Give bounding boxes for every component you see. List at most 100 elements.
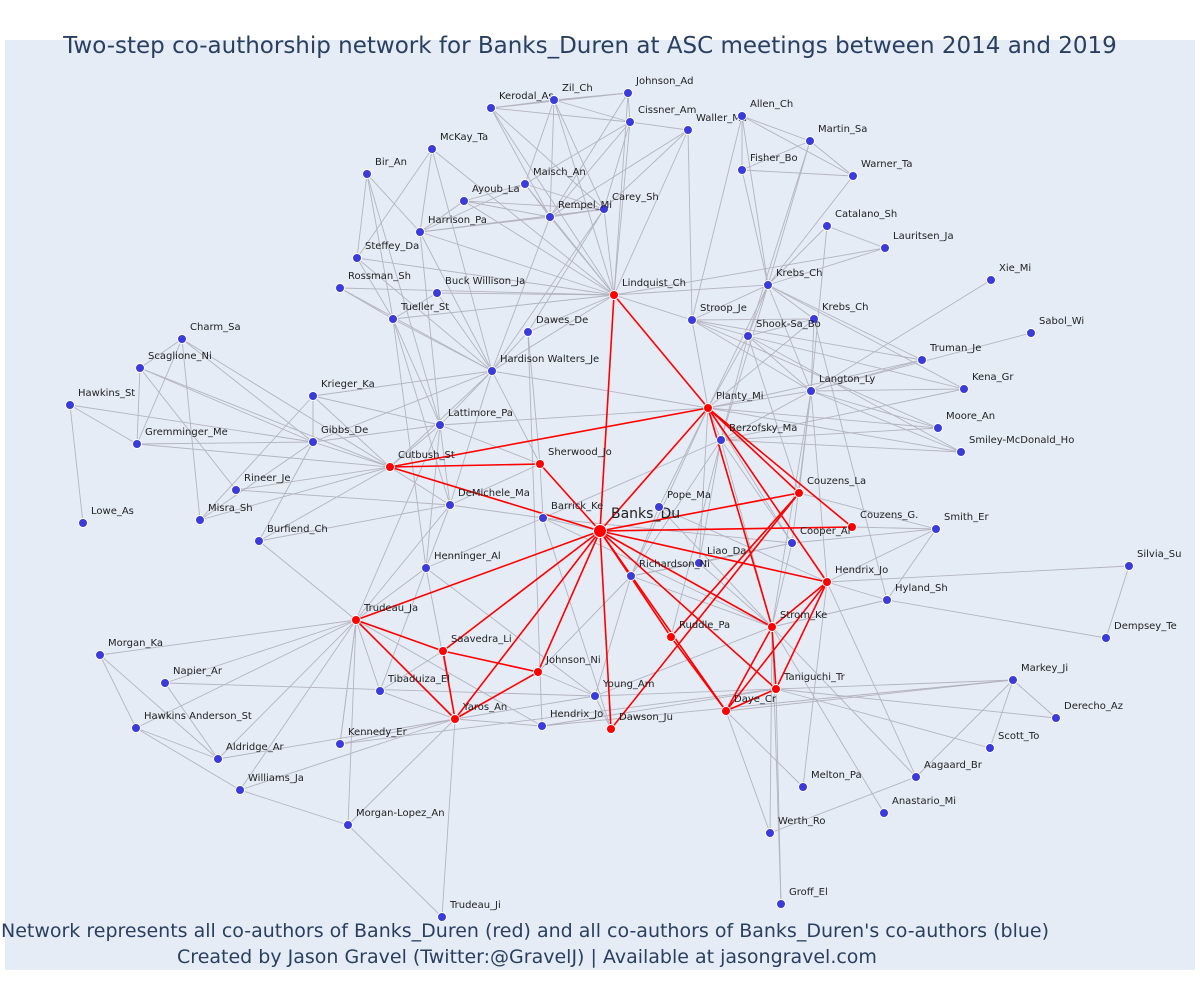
node[interactable]: Burfiend_Ch	[254, 524, 328, 546]
node[interactable]: Saavedra_Li	[438, 634, 512, 656]
node[interactable]: Couzens_La	[794, 476, 867, 498]
node-marker[interactable]	[1101, 633, 1111, 643]
node[interactable]: Kerodal_As	[486, 91, 554, 113]
node[interactable]: Lindquist_Ch	[609, 278, 686, 300]
node[interactable]: Groff_El	[776, 887, 828, 909]
node[interactable]: Cissner_Am	[625, 105, 697, 127]
node-marker[interactable]	[523, 327, 533, 337]
node[interactable]: Liao_Da	[694, 546, 747, 568]
node-marker[interactable]	[231, 485, 241, 495]
node[interactable]: Planty_Mi	[703, 391, 764, 413]
node-marker[interactable]	[931, 524, 941, 534]
node[interactable]: Hawkins_St	[65, 388, 136, 410]
node[interactable]: Tueller_St	[388, 302, 450, 324]
node-marker[interactable]	[435, 420, 445, 430]
node-marker[interactable]	[805, 136, 815, 146]
node-marker[interactable]	[535, 459, 545, 469]
node-marker[interactable]	[538, 513, 548, 523]
node[interactable]: Young_Am	[590, 679, 655, 701]
node[interactable]: Taniguchi_Tr	[771, 672, 846, 694]
node-marker[interactable]	[654, 502, 664, 512]
node[interactable]: Scaglione_Ni	[135, 351, 212, 373]
node-marker[interactable]	[1026, 328, 1036, 338]
node[interactable]: Anastario_Mi	[879, 796, 956, 818]
node[interactable]: Couzens_G.	[847, 510, 919, 532]
node-marker[interactable]	[135, 363, 145, 373]
node[interactable]: Johnson_Ad	[623, 76, 694, 98]
node-marker[interactable]	[848, 171, 858, 181]
node-marker[interactable]	[879, 808, 889, 818]
node[interactable]: Warner_Ta	[848, 159, 913, 181]
node[interactable]: Lowe_As	[78, 506, 134, 528]
node-marker[interactable]	[432, 288, 442, 298]
node-marker[interactable]	[459, 196, 469, 206]
node-marker[interactable]	[131, 723, 141, 733]
node[interactable]: Fisher_Bo	[737, 153, 798, 175]
node-marker[interactable]	[626, 571, 636, 581]
node[interactable]: McKay_Ta	[427, 132, 489, 154]
node-marker[interactable]	[520, 179, 530, 189]
node[interactable]: Krebs_Ch	[763, 268, 823, 290]
node[interactable]: Rempel_Mi	[545, 200, 613, 222]
node[interactable]: Hardison Walters_Je	[487, 354, 600, 376]
node[interactable]: Catalano_Sh	[822, 209, 898, 231]
node[interactable]: Allen_Ch	[737, 99, 794, 121]
node[interactable]: Dempsey_Te	[1101, 621, 1177, 643]
node-marker[interactable]	[847, 522, 857, 532]
node[interactable]: Barrick_Ke	[538, 501, 604, 523]
node-marker[interactable]	[721, 706, 731, 716]
node-marker[interactable]	[590, 691, 600, 701]
node[interactable]: Rineer_Je	[231, 473, 291, 495]
node-marker[interactable]	[809, 314, 819, 324]
node-marker[interactable]	[1008, 675, 1018, 685]
node-marker[interactable]	[335, 739, 345, 749]
node[interactable]: Misra_Sh	[195, 503, 253, 525]
node[interactable]: Buck Willison_Ja	[432, 276, 526, 298]
node[interactable]: DeMichele_Ma	[445, 488, 530, 510]
node-marker[interactable]	[450, 714, 460, 724]
node[interactable]: Silvia_Su	[1124, 549, 1182, 571]
node-marker[interactable]	[716, 435, 726, 445]
node[interactable]: Dawson_Ju	[606, 712, 673, 734]
node-marker[interactable]	[254, 536, 264, 546]
node[interactable]: Truman_Je	[917, 343, 982, 365]
node[interactable]: Charm_Sa	[177, 322, 241, 344]
node-marker[interactable]	[308, 437, 318, 447]
node[interactable]: Napier_Ar	[160, 666, 223, 688]
node-marker[interactable]	[132, 439, 142, 449]
node[interactable]: Hawkins Anderson_St	[131, 711, 252, 733]
node[interactable]: Tibaduiza_El	[375, 674, 451, 696]
node[interactable]: Trudeau_Ji	[437, 900, 501, 922]
node-marker[interactable]	[986, 275, 996, 285]
node[interactable]: Lauritsen_Ja	[880, 231, 954, 253]
node[interactable]: Langton_Ly	[806, 374, 876, 396]
node-marker[interactable]	[609, 290, 619, 300]
node[interactable]: Xie_Mi	[986, 263, 1032, 285]
node-marker[interactable]	[1051, 713, 1061, 723]
node-marker[interactable]	[606, 724, 616, 734]
node-marker[interactable]	[737, 165, 747, 175]
node[interactable]: Harrison_Pa	[415, 215, 487, 237]
node-marker[interactable]	[794, 488, 804, 498]
node[interactable]: Williams_Ja	[235, 773, 304, 795]
node-marker[interactable]	[737, 111, 747, 121]
node-marker[interactable]	[771, 684, 781, 694]
node-marker[interactable]	[388, 314, 398, 324]
node-marker[interactable]	[765, 828, 775, 838]
node[interactable]: Maisch_An	[520, 167, 586, 189]
node-marker[interactable]	[343, 820, 353, 830]
node[interactable]: Dawes_De	[523, 315, 589, 337]
node-marker[interactable]	[533, 667, 543, 677]
node-marker[interactable]	[666, 632, 676, 642]
node[interactable]: Morgan_Ka	[95, 638, 164, 660]
node[interactable]: Berzofsky_Ma	[716, 423, 798, 445]
node-marker[interactable]	[177, 334, 187, 344]
node[interactable]: Carey_Sh	[599, 192, 659, 214]
node-marker[interactable]	[911, 772, 921, 782]
node-marker[interactable]	[335, 283, 345, 293]
node-marker[interactable]	[959, 384, 969, 394]
node[interactable]: Sabol_Wi	[1026, 316, 1085, 338]
node[interactable]: Aagaard_Br	[911, 760, 983, 782]
node[interactable]: Aldridge_Ar	[213, 742, 285, 764]
node[interactable]: Henninger_Al	[421, 551, 501, 573]
